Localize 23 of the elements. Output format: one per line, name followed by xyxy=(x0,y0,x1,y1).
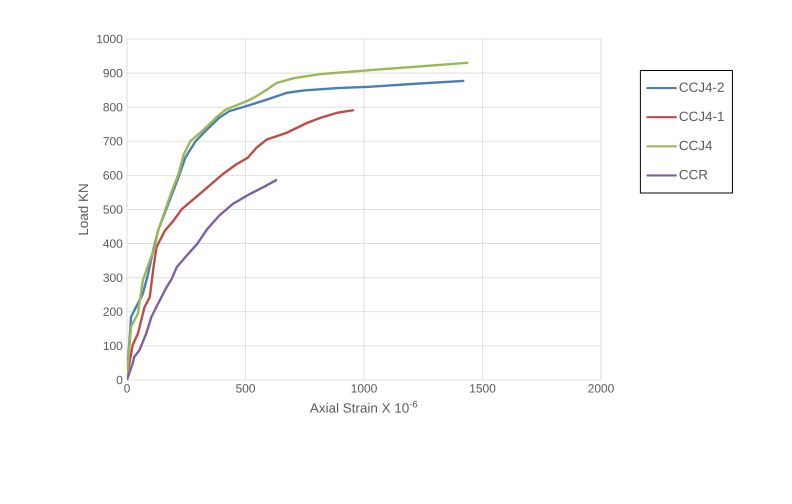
x-tick-label: 0 xyxy=(124,384,130,393)
legend-label: CCR xyxy=(680,170,708,180)
y-tick-label: 0 xyxy=(116,376,122,384)
x-axis-title: Axial Strain X 10$^{-6}$ xyxy=(310,400,418,413)
y-tick-label: 500 xyxy=(103,205,122,214)
y-tick-label: 700 xyxy=(103,137,122,146)
x-tick-label: 500 xyxy=(236,384,256,393)
line-series xyxy=(127,178,278,380)
x-tick-label: 1500 xyxy=(470,384,496,393)
legend-label: CCJ4-2 xyxy=(680,82,724,92)
y-tick-label: 800 xyxy=(103,102,122,112)
y-tick-label: 600 xyxy=(103,171,122,180)
legend-label: CCJ4 xyxy=(680,140,712,150)
x-tick-label: 2000 xyxy=(588,384,614,393)
y-tick-label: 100 xyxy=(104,342,122,350)
legend-label: CCJ4-1 xyxy=(680,112,724,122)
y-tick-label: 1000 xyxy=(97,34,122,44)
y-tick-label: 400 xyxy=(103,239,122,248)
x-tick-label: 1000 xyxy=(352,384,377,393)
y-tick-label: 900 xyxy=(103,68,122,78)
y-tick-label: 300 xyxy=(103,273,122,282)
y-tick-label: 200 xyxy=(103,308,122,316)
y-axis-title: Load KN xyxy=(78,184,88,235)
